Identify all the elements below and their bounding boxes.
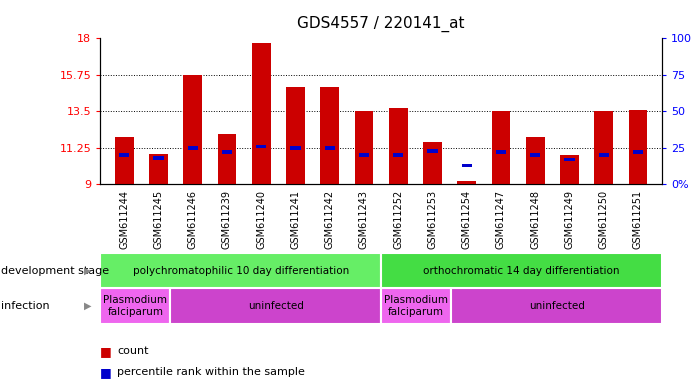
Bar bbox=[171, 288, 381, 324]
Text: count: count bbox=[117, 346, 149, 356]
Text: Plasmodium
falciparum: Plasmodium falciparum bbox=[384, 295, 448, 317]
Bar bbox=[218, 134, 236, 184]
Text: GSM611253: GSM611253 bbox=[428, 190, 437, 249]
Text: ■: ■ bbox=[100, 366, 112, 379]
Bar bbox=[325, 146, 335, 150]
Bar bbox=[100, 288, 171, 324]
Text: GSM611247: GSM611247 bbox=[496, 190, 506, 249]
Bar bbox=[491, 111, 511, 184]
Bar bbox=[149, 154, 168, 184]
Bar bbox=[389, 108, 408, 184]
Text: ▶: ▶ bbox=[84, 301, 92, 311]
Bar bbox=[565, 158, 575, 161]
Bar bbox=[530, 153, 540, 157]
Text: ■: ■ bbox=[100, 345, 112, 358]
Text: GSM611245: GSM611245 bbox=[153, 190, 164, 249]
Bar bbox=[354, 111, 373, 184]
Text: GSM611250: GSM611250 bbox=[598, 190, 609, 249]
Bar bbox=[115, 137, 133, 184]
Text: orthochromatic 14 day differentiation: orthochromatic 14 day differentiation bbox=[424, 266, 620, 276]
Bar bbox=[252, 43, 271, 184]
Bar bbox=[451, 288, 662, 324]
Bar bbox=[153, 156, 164, 160]
Bar bbox=[286, 87, 305, 184]
Text: GSM611241: GSM611241 bbox=[290, 190, 301, 249]
Text: GSM611240: GSM611240 bbox=[256, 190, 266, 249]
Bar bbox=[321, 87, 339, 184]
Text: GSM611244: GSM611244 bbox=[119, 190, 129, 249]
Text: GSM611248: GSM611248 bbox=[530, 190, 540, 249]
Bar bbox=[526, 137, 545, 184]
Text: GSM611251: GSM611251 bbox=[633, 190, 643, 249]
Bar bbox=[496, 151, 507, 154]
Bar bbox=[290, 146, 301, 150]
Bar bbox=[423, 142, 442, 184]
Bar bbox=[359, 153, 369, 157]
Bar bbox=[598, 153, 609, 157]
Text: ▶: ▶ bbox=[84, 266, 92, 276]
Bar bbox=[119, 153, 129, 157]
Bar bbox=[560, 155, 579, 184]
Text: GSM611254: GSM611254 bbox=[462, 190, 472, 249]
Bar bbox=[183, 75, 202, 184]
Bar bbox=[594, 111, 613, 184]
Text: percentile rank within the sample: percentile rank within the sample bbox=[117, 367, 305, 377]
Bar bbox=[187, 146, 198, 150]
Bar bbox=[393, 153, 404, 157]
Bar bbox=[381, 288, 451, 324]
Bar bbox=[629, 110, 647, 184]
Text: GSM611246: GSM611246 bbox=[188, 190, 198, 249]
Text: GSM611252: GSM611252 bbox=[393, 190, 404, 249]
Bar bbox=[427, 149, 437, 152]
Text: GSM611249: GSM611249 bbox=[565, 190, 574, 249]
Text: GDS4557 / 220141_at: GDS4557 / 220141_at bbox=[297, 15, 465, 31]
Text: GSM611239: GSM611239 bbox=[222, 190, 232, 249]
Bar bbox=[222, 151, 232, 154]
Text: Plasmodium
falciparum: Plasmodium falciparum bbox=[104, 295, 167, 317]
Bar bbox=[381, 253, 662, 288]
Bar bbox=[256, 145, 266, 148]
Text: GSM611243: GSM611243 bbox=[359, 190, 369, 249]
Bar bbox=[462, 164, 472, 167]
Text: GSM611242: GSM611242 bbox=[325, 190, 334, 249]
Bar bbox=[633, 151, 643, 154]
Text: polychromatophilic 10 day differentiation: polychromatophilic 10 day differentiatio… bbox=[133, 266, 349, 276]
Text: uninfected: uninfected bbox=[529, 301, 585, 311]
Bar bbox=[457, 181, 476, 184]
Text: uninfected: uninfected bbox=[248, 301, 303, 311]
Text: development stage: development stage bbox=[1, 266, 109, 276]
Bar bbox=[100, 253, 381, 288]
Text: infection: infection bbox=[1, 301, 50, 311]
